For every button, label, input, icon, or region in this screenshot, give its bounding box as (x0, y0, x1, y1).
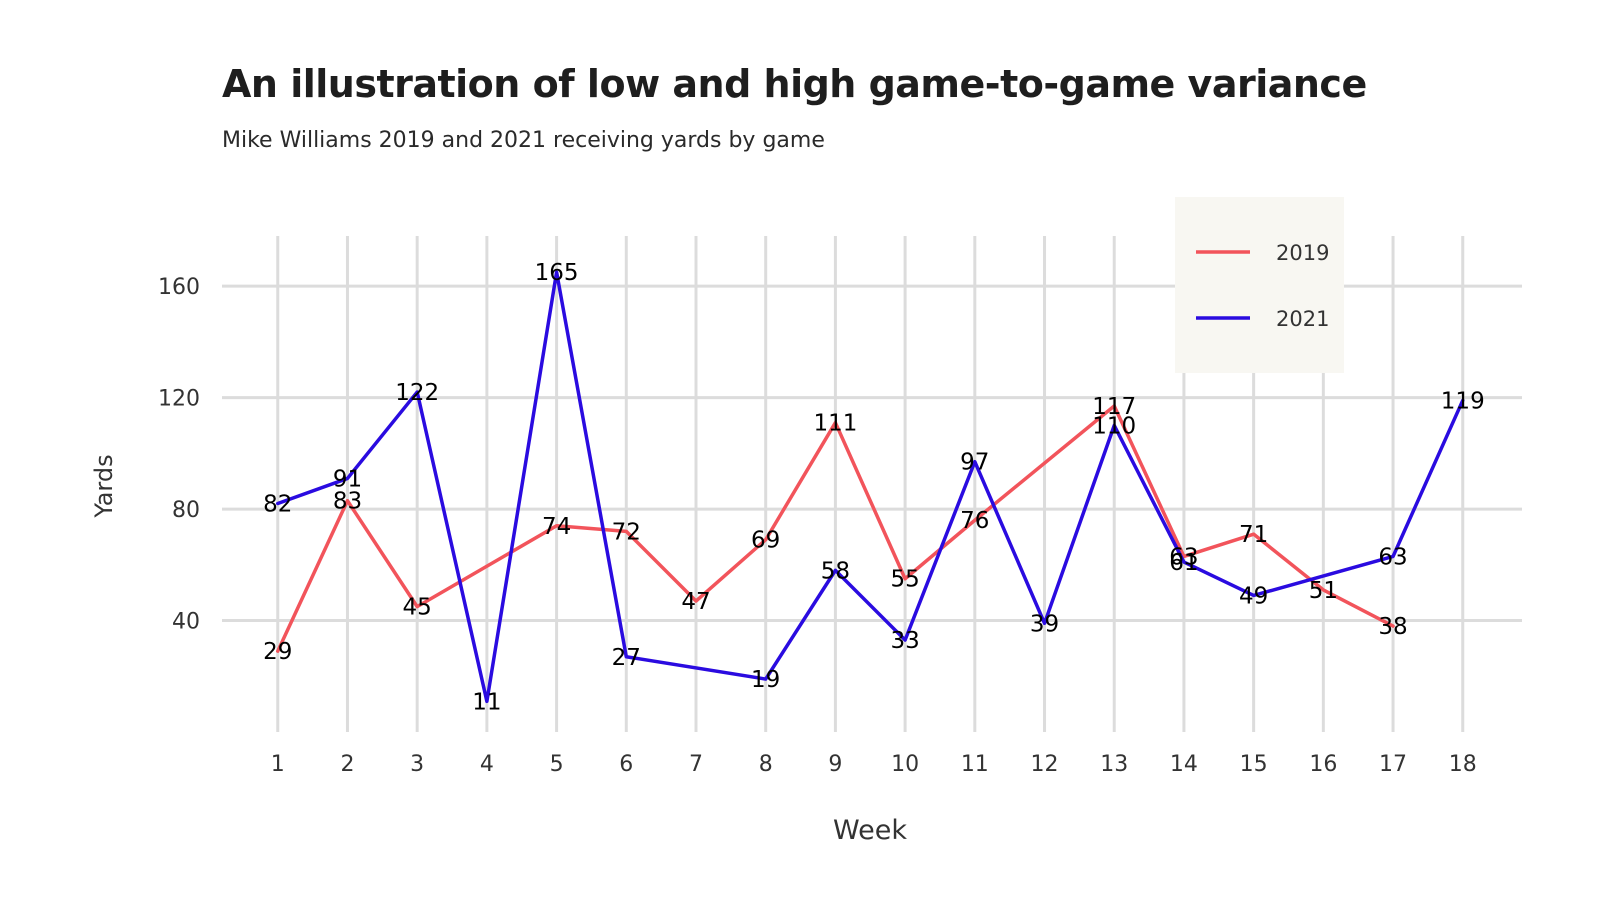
data-label: 33 (890, 628, 919, 654)
x-tick-label: 15 (1240, 752, 1268, 777)
data-label: 29 (263, 639, 292, 665)
series-line-2019 (276, 404, 1395, 653)
grid (222, 236, 1522, 732)
x-tick-label: 17 (1379, 752, 1407, 777)
data-label: 49 (1239, 583, 1268, 609)
legend-background (1175, 197, 1344, 373)
x-tick-label: 13 (1100, 752, 1128, 777)
series-line-2021 (276, 270, 1465, 704)
chart-subtitle: Mike Williams 2019 and 2021 receiving ya… (222, 128, 825, 153)
data-label: 38 (1378, 614, 1407, 640)
x-tick-label: 14 (1170, 752, 1198, 777)
data-labels: 29 83 45 74 72 47 69 111 55 76 117 63 71 51 38 82 91 122 1… (263, 260, 1485, 715)
data-label: 165 (535, 260, 579, 286)
data-label: 74 (542, 514, 571, 540)
legend-label: 2021 (1276, 307, 1329, 331)
data-label: 58 (821, 558, 850, 584)
x-tick-label: 5 (550, 752, 564, 777)
data-label: 111 (813, 411, 857, 437)
y-tick-label: 160 (158, 275, 200, 300)
data-label: 119 (1441, 388, 1485, 414)
x-tick-label: 9 (828, 752, 842, 777)
data-label: 97 (960, 450, 989, 476)
x-axis-label: Week (833, 815, 907, 846)
series-lines (276, 270, 1465, 704)
x-tick-label: 4 (480, 752, 494, 777)
legend-label: 2019 (1276, 241, 1329, 265)
data-label: 110 (1092, 413, 1136, 439)
x-tick-label: 12 (1031, 752, 1059, 777)
data-label: 69 (751, 528, 780, 554)
x-tick-label: 16 (1309, 752, 1337, 777)
y-tick-label: 80 (172, 498, 200, 523)
data-label: 47 (681, 589, 710, 615)
data-label: 55 (890, 567, 919, 593)
data-label: 61 (1169, 550, 1198, 576)
data-label: 83 (333, 489, 362, 515)
x-tick-label: 10 (891, 752, 919, 777)
y-tick-label: 120 (158, 387, 200, 412)
data-label: 45 (403, 595, 432, 621)
data-label: 91 (333, 466, 362, 492)
x-tick-label: 8 (759, 752, 773, 777)
y-axis-label: Yards (90, 454, 118, 518)
x-tick-label: 1 (271, 752, 285, 777)
data-label: 82 (263, 492, 292, 518)
chart-title: An illustration of low and high game-to-… (222, 62, 1367, 106)
x-tick-label: 3 (410, 752, 424, 777)
data-label: 117 (1092, 394, 1136, 420)
legend: 2019 2021 (1175, 197, 1344, 373)
x-tick-label: 11 (961, 752, 989, 777)
data-label: 63 (1169, 544, 1198, 570)
x-tick-label: 6 (619, 752, 633, 777)
data-label: 122 (395, 380, 439, 406)
data-label: 11 (472, 689, 501, 715)
data-label: 63 (1378, 544, 1407, 570)
x-tick-label: 18 (1449, 752, 1477, 777)
data-label: 72 (612, 519, 641, 545)
data-label: 27 (612, 645, 641, 671)
data-label: 39 (1030, 611, 1059, 637)
axes: Week Yards 1 2 3 4 5 6 7 8 9 10 11 12 13 14 15 16 17 1840… (90, 275, 1477, 846)
y-tick-label: 40 (172, 610, 200, 635)
x-tick-label: 7 (689, 752, 703, 777)
data-label: 51 (1309, 578, 1338, 604)
data-label: 71 (1239, 522, 1268, 548)
data-label: 19 (751, 667, 780, 693)
data-label: 76 (960, 508, 989, 534)
x-tick-label: 2 (340, 752, 354, 777)
